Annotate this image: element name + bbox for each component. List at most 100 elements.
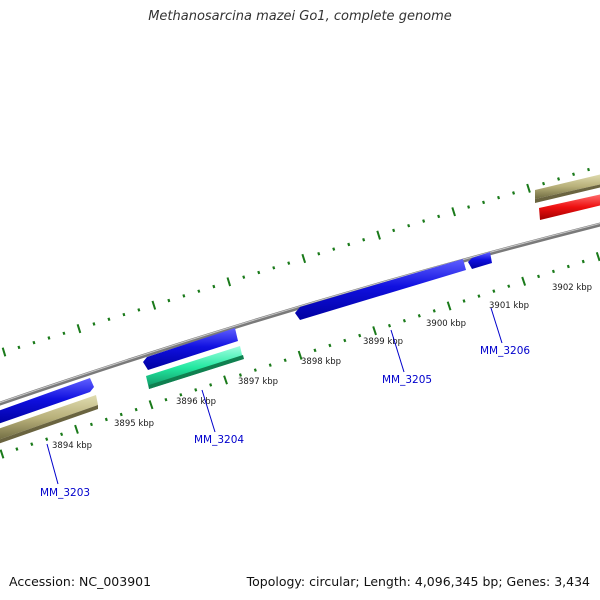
minor-tick [417, 314, 421, 318]
gene-label-mm-3204[interactable]: MM_3204 [194, 434, 244, 446]
feature-red[interactable] [539, 194, 600, 220]
major-tick [595, 251, 600, 262]
gene-mm-3203-glyph[interactable] [0, 378, 94, 425]
minor-tick [30, 442, 34, 446]
minor-tick [137, 308, 141, 312]
ruler-label: 3894 kbp [52, 441, 92, 451]
minor-tick [182, 294, 186, 298]
minor-tick [497, 195, 501, 200]
minor-tick [45, 437, 49, 441]
minor-tick [89, 422, 93, 427]
minor-tick [507, 284, 511, 288]
ruler-label: 3898 kbp [301, 357, 341, 367]
minor-tick [209, 383, 213, 387]
gene-mm-3204-glyph[interactable] [143, 328, 238, 370]
minor-tick [343, 338, 347, 343]
minor-tick [537, 274, 541, 279]
gene-label-mm-3205[interactable]: MM_3205 [382, 374, 432, 386]
gene-label-leaders [46, 307, 503, 485]
major-tick [297, 350, 303, 360]
minor-tick [462, 299, 466, 303]
minor-tick [238, 373, 242, 377]
major-tick [148, 400, 154, 410]
minor-tick [164, 397, 168, 402]
minor-tick [332, 247, 336, 251]
minor-tick [242, 275, 246, 279]
minor-tick [566, 264, 570, 269]
minor-tick [512, 191, 516, 195]
ruler-label: 3897 kbp [238, 377, 278, 387]
leader-mm-3203 [46, 443, 59, 485]
minor-tick [387, 323, 392, 328]
ruler-labels: 3894 kbp 3895 kbp 3896 kbp 3897 kbp 3898 kbp… [52, 283, 592, 451]
minor-tick [422, 219, 426, 223]
leader-mm-3205 [390, 329, 405, 373]
major-tick [76, 324, 82, 334]
minor-tick [15, 447, 19, 451]
major-tick [372, 326, 377, 336]
minor-tick [492, 289, 496, 293]
minor-tick [437, 214, 441, 219]
minor-tick [257, 270, 261, 275]
minor-tick [432, 309, 436, 313]
feature-teal[interactable] [146, 346, 244, 389]
minor-tick [32, 340, 36, 345]
minor-tick [17, 345, 21, 350]
minor-tick [212, 284, 216, 289]
major-tick [301, 253, 307, 264]
minor-tick [47, 336, 51, 340]
minor-tick [542, 181, 546, 186]
minor-tick [392, 228, 396, 233]
major-tick [74, 424, 79, 434]
minor-tick [283, 358, 287, 363]
minor-tick [347, 242, 351, 247]
gene-mm-3206-glyph[interactable] [468, 252, 492, 269]
minor-tick [62, 331, 66, 336]
major-tick [526, 183, 531, 193]
minor-tick [268, 363, 272, 367]
minor-tick [122, 312, 126, 317]
minor-tick [467, 205, 471, 209]
minor-tick [477, 294, 481, 298]
minor-tick [313, 348, 317, 353]
feature-khaki-bottom[interactable] [0, 395, 98, 445]
ruler-label: 3902 kbp [552, 283, 592, 293]
minor-tick [557, 177, 561, 181]
inner-tick-ring [0, 251, 600, 459]
ruler-label: 3895 kbp [114, 419, 154, 429]
minor-tick [119, 412, 123, 417]
minor-tick [197, 289, 201, 293]
ruler-label: 3899 kbp [363, 337, 403, 347]
ruler-label: 3896 kbp [176, 397, 216, 407]
minor-tick [272, 266, 276, 270]
minor-tick [287, 261, 291, 265]
map-title: Methanosarcina mazei Go1, complete genom… [148, 9, 452, 24]
major-tick [451, 207, 456, 217]
gene-mm-3205-glyph[interactable] [295, 259, 466, 320]
minor-tick [358, 333, 362, 338]
gene-label-mm-3203[interactable]: MM_3203 [40, 487, 90, 499]
minor-tick [317, 251, 321, 256]
minor-tick [60, 432, 64, 437]
minor-tick [253, 368, 257, 372]
feature-khaki-top[interactable] [535, 174, 600, 203]
minor-tick [167, 298, 171, 303]
minor-tick [134, 407, 138, 412]
minor-tick [107, 317, 111, 322]
minor-tick [482, 200, 486, 205]
outer-tick-ring [1, 167, 590, 357]
minor-tick [581, 259, 585, 264]
gene-label-mm-3206[interactable]: MM_3206 [480, 345, 530, 357]
genome-summary: Topology: circular; Length: 4,096,345 bp… [246, 574, 590, 589]
major-tick [446, 301, 452, 311]
major-tick [223, 375, 228, 385]
minor-tick [587, 167, 590, 172]
major-tick [376, 230, 381, 240]
major-tick [521, 276, 527, 286]
minor-tick [362, 237, 366, 242]
minor-tick [407, 223, 411, 228]
minor-tick [104, 417, 108, 422]
ruler-label: 3901 kbp [489, 301, 529, 311]
leader-mm-3204 [201, 389, 216, 433]
